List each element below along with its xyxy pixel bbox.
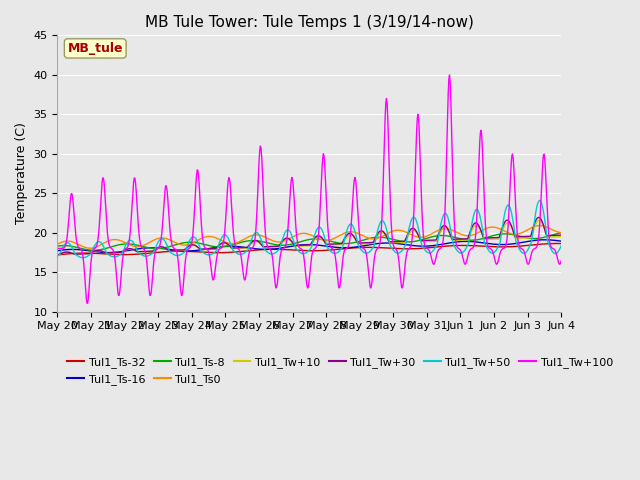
- Text: MB_tule: MB_tule: [67, 42, 123, 55]
- Line: Tul1_Tw+100: Tul1_Tw+100: [58, 75, 561, 303]
- Tul1_Tw+10: [536, 217, 543, 223]
- Tul1_Tw+30: [54, 252, 61, 258]
- Tul1_Ts-8: [362, 237, 369, 242]
- Tul1_Tw+100: [231, 240, 239, 246]
- Tul1_Ts-32: [230, 249, 238, 255]
- Tul1_Tw+100: [362, 248, 369, 254]
- Tul1_Tw+100: [113, 282, 121, 288]
- Tul1_Ts-16: [362, 242, 369, 248]
- Tul1_Ts-32: [557, 240, 565, 246]
- Tul1_Ts-16: [206, 245, 214, 251]
- Tul1_Ts-8: [250, 238, 258, 243]
- Tul1_Ts-16: [250, 246, 258, 252]
- Tul1_Ts-16: [557, 238, 565, 244]
- Line: Tul1_Tw+30: Tul1_Tw+30: [58, 217, 561, 255]
- Tul1_Ts0: [86, 245, 94, 251]
- Tul1_Tw+30: [205, 246, 213, 252]
- Tul1_Tw+10: [54, 252, 61, 258]
- Tul1_Tw+10: [230, 246, 238, 252]
- Line: Tul1_Ts-8: Tul1_Ts-8: [58, 233, 561, 250]
- Tul1_Ts0: [250, 232, 258, 238]
- Y-axis label: Temperature (C): Temperature (C): [15, 122, 28, 225]
- Tul1_Ts0: [231, 240, 239, 246]
- Tul1_Tw+10: [250, 240, 257, 245]
- Tul1_Ts0: [362, 234, 369, 240]
- Tul1_Ts0: [536, 223, 543, 228]
- Tul1_Tw+100: [557, 258, 565, 264]
- Tul1_Tw+10: [113, 250, 120, 255]
- Tul1_Tw+30: [230, 245, 238, 251]
- Tul1_Tw+50: [54, 253, 61, 259]
- Tul1_Tw+30: [113, 250, 120, 255]
- Tul1_Ts-16: [541, 237, 548, 243]
- Tul1_Tw+100: [390, 243, 397, 249]
- Tul1_Ts-32: [250, 248, 257, 253]
- Tul1_Tw+30: [361, 240, 369, 246]
- Tul1_Ts0: [390, 228, 397, 234]
- Line: Tul1_Ts-16: Tul1_Ts-16: [58, 240, 561, 252]
- Line: Tul1_Tw+10: Tul1_Tw+10: [58, 220, 561, 255]
- Tul1_Tw+50: [231, 249, 239, 255]
- Tul1_Ts0: [206, 234, 214, 240]
- Tul1_Tw+100: [206, 255, 214, 261]
- Tul1_Tw+50: [390, 248, 397, 253]
- Tul1_Tw+50: [362, 250, 369, 256]
- Tul1_Ts-16: [390, 240, 397, 246]
- Tul1_Ts-16: [113, 249, 121, 255]
- Tul1_Tw+100: [54, 246, 61, 252]
- Tul1_Ts-8: [90, 247, 97, 253]
- Tul1_Tw+100: [250, 243, 258, 249]
- Tul1_Ts-8: [390, 237, 397, 242]
- Tul1_Ts-32: [113, 252, 120, 257]
- Tul1_Ts-32: [205, 250, 213, 255]
- Tul1_Ts0: [557, 230, 565, 236]
- Tul1_Tw+50: [79, 255, 87, 261]
- Tul1_Tw+50: [557, 243, 565, 249]
- Tul1_Ts-16: [54, 248, 61, 253]
- Tul1_Tw+10: [205, 246, 213, 252]
- Tul1_Tw+100: [445, 72, 453, 78]
- Line: Tul1_Tw+50: Tul1_Tw+50: [58, 201, 561, 258]
- Tul1_Tw+30: [250, 238, 257, 244]
- Tul1_Ts-8: [557, 230, 565, 236]
- Tul1_Tw+50: [536, 198, 543, 204]
- Tul1_Ts-8: [113, 242, 121, 248]
- Tul1_Tw+50: [250, 232, 258, 238]
- Tul1_Ts-32: [389, 245, 397, 251]
- Title: MB Tule Tower: Tule Temps 1 (3/19/14-now): MB Tule Tower: Tule Temps 1 (3/19/14-now…: [145, 15, 474, 30]
- Tul1_Ts0: [113, 237, 121, 242]
- Tul1_Ts-32: [554, 240, 561, 246]
- Tul1_Tw+50: [113, 253, 121, 259]
- Line: Tul1_Ts0: Tul1_Ts0: [58, 226, 561, 248]
- Line: Tul1_Ts-32: Tul1_Ts-32: [58, 243, 561, 255]
- Tul1_Tw+30: [389, 239, 397, 244]
- Tul1_Ts-8: [231, 241, 239, 247]
- Tul1_Tw+100: [84, 300, 92, 306]
- Tul1_Tw+10: [557, 234, 565, 240]
- Tul1_Ts-16: [105, 250, 113, 255]
- Tul1_Tw+30: [535, 215, 543, 220]
- Legend: Tul1_Ts-32, Tul1_Ts-16, Tul1_Ts-8, Tul1_Ts0, Tul1_Tw+10, Tul1_Tw+30, Tul1_Tw+50,: Tul1_Ts-32, Tul1_Ts-16, Tul1_Ts-8, Tul1_…: [63, 353, 617, 389]
- Tul1_Tw+50: [206, 252, 214, 258]
- Tul1_Ts-8: [54, 243, 61, 249]
- Tul1_Tw+10: [361, 241, 369, 247]
- Tul1_Tw+30: [557, 232, 565, 238]
- Tul1_Ts-16: [231, 243, 239, 249]
- Tul1_Ts0: [54, 241, 61, 247]
- Tul1_Ts-8: [206, 243, 214, 249]
- Tul1_Ts-32: [361, 244, 369, 250]
- Tul1_Tw+10: [389, 240, 397, 246]
- Tul1_Ts-32: [54, 252, 61, 258]
